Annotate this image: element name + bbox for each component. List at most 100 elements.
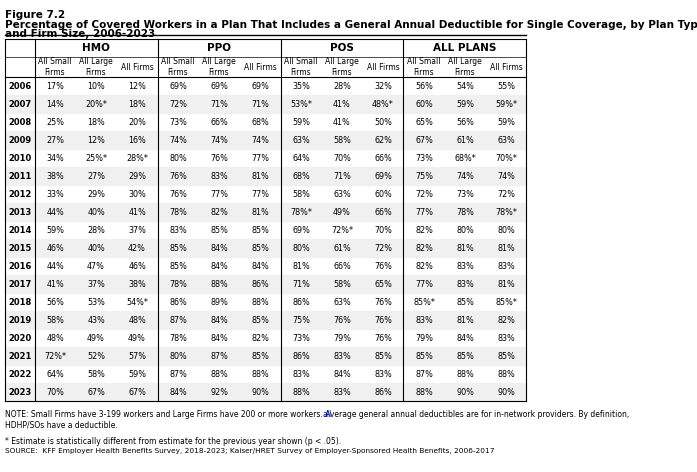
Text: 2015: 2015 [8,244,31,253]
Text: all: all [323,410,332,419]
Text: 77%: 77% [415,280,433,289]
Text: 86%: 86% [374,388,392,396]
Text: 18%: 18% [87,118,105,127]
Text: 40%: 40% [87,208,105,217]
Text: 83%: 83% [169,226,187,235]
Text: 84%: 84% [169,388,187,396]
Text: 73%: 73% [415,154,433,163]
Text: 85%: 85% [251,316,269,325]
Text: 80%: 80% [169,154,187,163]
Text: 72%: 72% [169,100,187,109]
Text: 30%: 30% [128,190,146,199]
Text: 52%: 52% [87,352,105,361]
Text: 56%: 56% [46,298,64,307]
Text: 88%: 88% [251,370,269,379]
Text: All Small
Firms: All Small Firms [284,57,318,77]
Text: 82%: 82% [497,316,515,325]
Text: 55%: 55% [497,82,515,91]
Text: SOURCE:  KFF Employer Health Benefits Survey, 2018-2023; Kaiser/HRET Survey of E: SOURCE: KFF Employer Health Benefits Sur… [6,448,495,455]
Text: 72%: 72% [415,190,433,199]
Text: 82%: 82% [415,244,433,253]
Text: 74%: 74% [251,136,269,145]
Text: 68%: 68% [292,172,310,181]
Text: 75%: 75% [292,316,310,325]
Text: 59%: 59% [292,118,310,127]
Text: 2012: 2012 [8,190,31,199]
Text: 68%*: 68%* [454,154,476,163]
Text: 29%: 29% [128,172,146,181]
Text: 2010: 2010 [8,154,31,163]
Text: 83%: 83% [497,262,515,271]
Text: 85%: 85% [456,352,474,361]
Text: 84%: 84% [210,334,228,343]
Text: 83%: 83% [415,316,433,325]
Text: POS: POS [330,42,354,53]
Text: 2023: 2023 [8,388,31,396]
Text: 79%: 79% [333,334,351,343]
Text: 60%: 60% [415,100,433,109]
Text: 88%: 88% [497,370,515,379]
Text: 58%: 58% [87,370,105,379]
Text: 61%: 61% [333,244,351,253]
Bar [6,168,526,185]
Text: All Firms: All Firms [244,62,277,72]
Text: 12%: 12% [128,82,146,91]
Text: 66%: 66% [374,208,392,217]
Bar [6,311,526,329]
Text: 84%: 84% [251,262,269,271]
Text: 57%: 57% [128,352,146,361]
Text: 71%: 71% [210,100,228,109]
Text: 74%: 74% [210,136,228,145]
Text: 40%: 40% [87,244,105,253]
Text: 48%*: 48%* [372,100,394,109]
Text: 71%: 71% [292,280,310,289]
Text: 77%: 77% [251,190,269,199]
Bar [6,203,526,221]
Text: 85%: 85% [497,352,515,361]
Text: 2013: 2013 [8,208,31,217]
Text: 74%: 74% [456,172,474,181]
Text: 90%: 90% [251,388,269,396]
Text: 83%: 83% [456,280,474,289]
Text: 88%: 88% [292,388,310,396]
Text: 76%: 76% [210,154,228,163]
Text: 75%: 75% [415,172,433,181]
Text: 14%: 14% [46,100,64,109]
Text: 83%: 83% [456,262,474,271]
Text: 67%: 67% [415,136,433,145]
Text: 2007: 2007 [8,100,31,109]
Text: 37%: 37% [128,226,146,235]
Text: 81%: 81% [251,172,269,181]
Text: 25%: 25% [46,118,64,127]
Text: 83%: 83% [333,388,351,396]
Text: 78%: 78% [169,334,187,343]
Text: 54%: 54% [456,82,474,91]
Text: HMO: HMO [82,42,110,53]
Bar [6,383,526,401]
Text: 81%: 81% [456,244,474,253]
Text: 58%: 58% [333,136,351,145]
Text: 78%*: 78%* [290,208,312,217]
Text: 72%: 72% [374,244,392,253]
Text: 85%: 85% [251,244,269,253]
Text: NOTE: Small Firms have 3-199 workers and Large Firms have 200 or more workers. A: NOTE: Small Firms have 3-199 workers and… [6,410,632,419]
Text: 20%: 20% [128,118,146,127]
Text: All Large
Firms: All Large Firms [325,57,359,77]
Text: 67%: 67% [128,388,146,396]
Text: 48%: 48% [128,316,146,325]
Text: All Large
Firms: All Large Firms [202,57,236,77]
Text: 84%: 84% [210,262,228,271]
Text: 85%: 85% [415,352,433,361]
Text: 2018: 2018 [8,298,31,307]
Text: 59%: 59% [456,100,474,109]
Text: 86%: 86% [292,352,310,361]
Text: 71%: 71% [333,172,351,181]
Text: 90%: 90% [456,388,474,396]
Text: 2014: 2014 [8,226,31,235]
Text: 27%: 27% [46,136,64,145]
Text: 35%: 35% [292,82,310,91]
Text: 59%*: 59%* [495,100,517,109]
Text: 83%: 83% [292,370,310,379]
Text: 87%: 87% [169,316,187,325]
Text: All Firms: All Firms [121,62,153,72]
